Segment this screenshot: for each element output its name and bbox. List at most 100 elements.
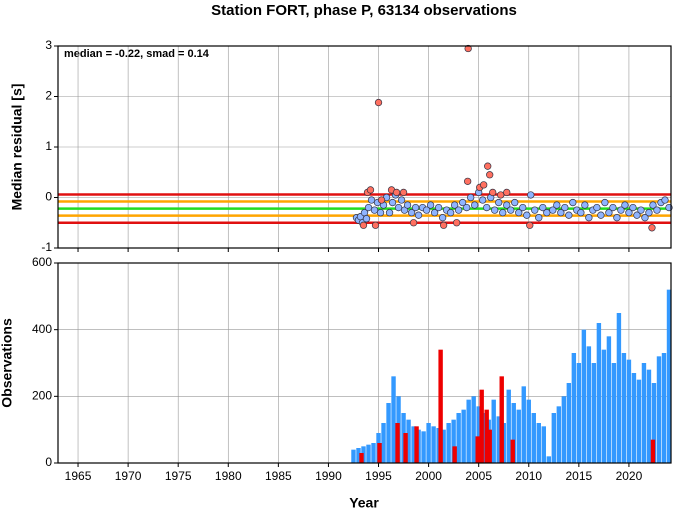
bar (631, 373, 637, 463)
x-tick-label: 2010 (515, 469, 542, 483)
y-tick-label: 200 (32, 389, 52, 403)
point (463, 203, 471, 212)
bar (395, 423, 400, 463)
point (392, 188, 401, 197)
bar (586, 346, 592, 463)
x-tick-label: 1980 (215, 469, 242, 483)
bar (641, 363, 647, 463)
bar (366, 444, 371, 463)
x-tick-label: 2000 (415, 469, 442, 483)
point (617, 206, 625, 214)
bar (371, 443, 376, 463)
bar (521, 386, 526, 463)
bar (561, 396, 567, 463)
bar (411, 426, 416, 463)
bar (606, 336, 612, 463)
point (543, 208, 551, 217)
point (376, 208, 385, 217)
point (464, 177, 472, 185)
point (527, 191, 535, 199)
point (479, 196, 487, 204)
point (359, 221, 368, 229)
point (648, 224, 656, 232)
bar (596, 323, 602, 463)
point (569, 198, 577, 207)
point (535, 214, 543, 222)
bar (496, 416, 501, 463)
point (367, 196, 376, 204)
point (371, 221, 380, 229)
point (511, 198, 519, 207)
point (422, 206, 431, 214)
bar (531, 413, 536, 463)
bar (438, 349, 443, 463)
point (455, 206, 463, 214)
y-tick-label: 2 (45, 89, 52, 103)
bar (426, 423, 431, 463)
bar (516, 409, 521, 463)
bar (551, 413, 557, 463)
point (526, 221, 534, 229)
bar (351, 449, 356, 463)
bar (546, 456, 552, 463)
point (491, 206, 499, 214)
point (499, 208, 507, 217)
x-tick-label: 2005 (465, 469, 492, 483)
point (637, 206, 645, 214)
x-axis-label: Year (349, 495, 379, 511)
bar (506, 389, 511, 463)
bar (476, 406, 481, 463)
point (593, 203, 601, 212)
point (613, 214, 621, 222)
point (561, 203, 569, 212)
bar (571, 353, 577, 463)
point (366, 186, 375, 194)
point (486, 171, 494, 179)
point (394, 203, 403, 212)
bar (386, 403, 391, 463)
point (426, 201, 435, 209)
bar (541, 426, 546, 463)
point (625, 208, 633, 217)
bar (359, 453, 364, 463)
bar (403, 433, 408, 463)
point (641, 214, 649, 222)
point (484, 162, 492, 170)
point (438, 214, 447, 222)
point (605, 208, 613, 217)
point (519, 203, 527, 212)
point (450, 201, 459, 209)
point (388, 198, 397, 207)
point (399, 188, 408, 197)
bar (661, 353, 667, 463)
chart-title: Station FORT, phase P, 63134 observation… (211, 2, 517, 19)
point (539, 203, 547, 212)
point (411, 203, 420, 212)
point (629, 203, 637, 212)
point (480, 181, 488, 189)
point (489, 188, 497, 197)
bar (556, 406, 562, 463)
bar (611, 363, 617, 463)
bar (616, 313, 622, 463)
point (459, 198, 467, 207)
y-tick-label: 0 (45, 190, 52, 204)
x-tick-label: 1990 (315, 469, 342, 483)
bar (581, 329, 587, 463)
plot-frame (57, 262, 672, 464)
point (407, 208, 416, 217)
point (414, 211, 423, 219)
annotation: median = -0.22, smad = 0.14 (64, 48, 210, 60)
bar (431, 426, 436, 463)
y-tick-label: 400 (32, 322, 52, 336)
bar (356, 448, 361, 463)
bar (650, 439, 656, 463)
x-tick-label: 2020 (616, 469, 643, 483)
point (439, 221, 448, 229)
bar (601, 349, 607, 463)
point (430, 208, 439, 217)
bar (471, 396, 476, 463)
point (364, 203, 373, 212)
point (471, 201, 479, 209)
